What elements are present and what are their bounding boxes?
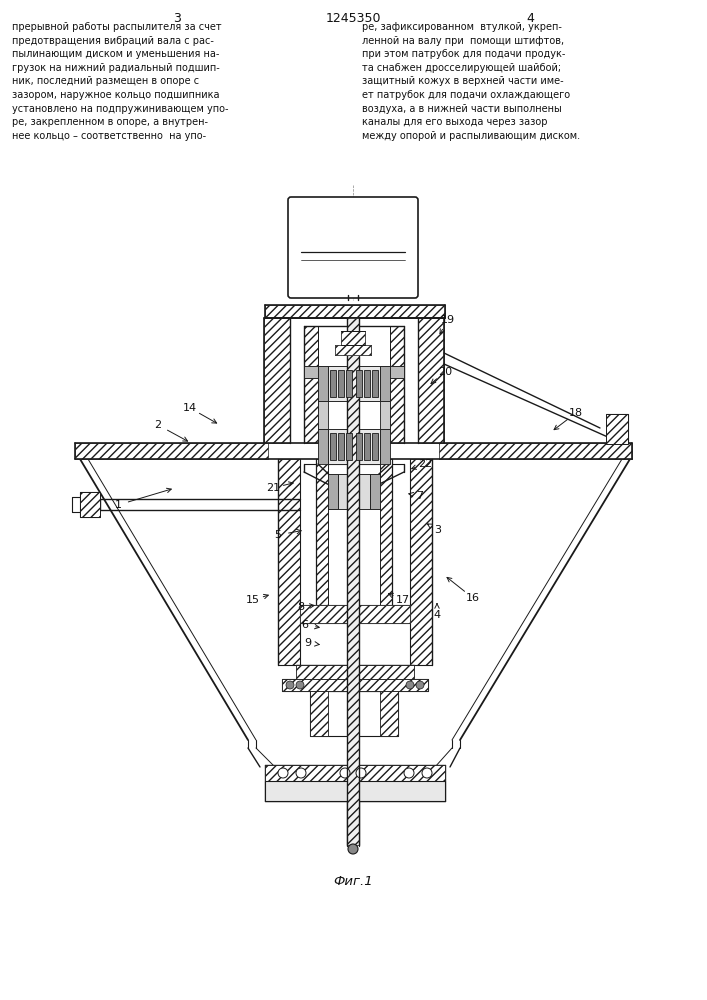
Text: 22: 22 <box>418 459 432 469</box>
Bar <box>265 305 445 318</box>
Bar <box>300 605 410 623</box>
Bar <box>338 433 344 460</box>
Bar <box>439 443 632 459</box>
Bar <box>380 366 390 401</box>
Bar <box>418 318 444 443</box>
Bar <box>330 433 336 460</box>
Bar <box>318 429 328 464</box>
Bar <box>341 331 365 345</box>
Text: 4: 4 <box>433 610 440 620</box>
Text: 18: 18 <box>569 408 583 418</box>
Text: 1: 1 <box>115 500 122 510</box>
Bar <box>265 765 445 781</box>
Circle shape <box>404 768 414 778</box>
Bar <box>310 691 328 736</box>
Circle shape <box>406 681 414 689</box>
Bar <box>390 366 404 378</box>
Bar <box>265 781 445 801</box>
Bar <box>264 318 290 443</box>
Circle shape <box>422 768 432 778</box>
Text: 4: 4 <box>526 12 534 25</box>
Circle shape <box>278 768 288 778</box>
Bar <box>300 605 410 623</box>
Bar <box>318 366 328 401</box>
Bar <box>606 414 628 444</box>
Bar <box>335 345 371 355</box>
Bar <box>343 489 363 495</box>
Text: Фиг.1: Фиг.1 <box>333 875 373 888</box>
Text: 5: 5 <box>274 530 281 540</box>
Bar <box>80 492 100 517</box>
Bar <box>278 459 300 665</box>
Bar <box>356 370 362 397</box>
Bar <box>318 401 328 429</box>
Circle shape <box>296 681 304 689</box>
Text: 7: 7 <box>416 491 423 501</box>
Text: 16: 16 <box>466 593 480 603</box>
Bar <box>380 691 398 736</box>
Circle shape <box>356 768 366 778</box>
Bar <box>316 459 328 615</box>
Bar <box>341 331 365 345</box>
Text: 15: 15 <box>246 595 260 605</box>
Bar <box>328 429 380 464</box>
Bar <box>335 345 371 355</box>
FancyBboxPatch shape <box>288 197 418 298</box>
Text: 2: 2 <box>154 420 162 430</box>
Bar <box>296 665 414 679</box>
Text: 3: 3 <box>173 12 181 25</box>
Text: 9: 9 <box>305 638 312 648</box>
Bar <box>346 433 352 460</box>
Text: 6: 6 <box>301 620 308 630</box>
Bar <box>347 318 359 845</box>
Bar <box>370 474 380 509</box>
Text: 3: 3 <box>435 525 441 535</box>
Text: 8: 8 <box>298 602 305 612</box>
Text: 14: 14 <box>183 403 197 413</box>
Circle shape <box>296 768 306 778</box>
Bar <box>364 370 370 397</box>
Bar <box>356 433 362 460</box>
Bar <box>282 679 428 691</box>
Bar <box>380 459 392 615</box>
Circle shape <box>340 768 350 778</box>
Text: прерывной работы распылителя за счет
предотвращения вибраций вала с рас-
пылинаю: прерывной работы распылителя за счет пре… <box>12 22 228 141</box>
Bar <box>75 443 268 459</box>
Bar <box>330 370 336 397</box>
Bar <box>304 366 318 378</box>
Bar <box>338 370 344 397</box>
Bar <box>328 474 338 509</box>
Text: 19: 19 <box>441 315 455 325</box>
Text: 17: 17 <box>396 595 410 605</box>
Circle shape <box>286 681 294 689</box>
Circle shape <box>416 681 424 689</box>
Text: 21: 21 <box>266 483 280 493</box>
Bar <box>364 433 370 460</box>
Bar <box>328 366 380 401</box>
Bar <box>380 401 390 429</box>
Text: 20: 20 <box>438 367 452 377</box>
Bar <box>346 370 352 397</box>
Bar <box>304 326 318 443</box>
Bar <box>372 433 378 460</box>
Bar <box>372 370 378 397</box>
Bar <box>410 459 432 665</box>
Circle shape <box>348 844 358 854</box>
Bar <box>338 474 370 509</box>
Text: ре, зафиксированном  втулкой, укреп-
ленной на валу при  помощи штифтов,
при это: ре, зафиксированном втулкой, укреп- ленн… <box>362 22 580 141</box>
Bar <box>390 326 404 443</box>
Bar <box>380 429 390 464</box>
Text: 1245350: 1245350 <box>325 12 381 25</box>
